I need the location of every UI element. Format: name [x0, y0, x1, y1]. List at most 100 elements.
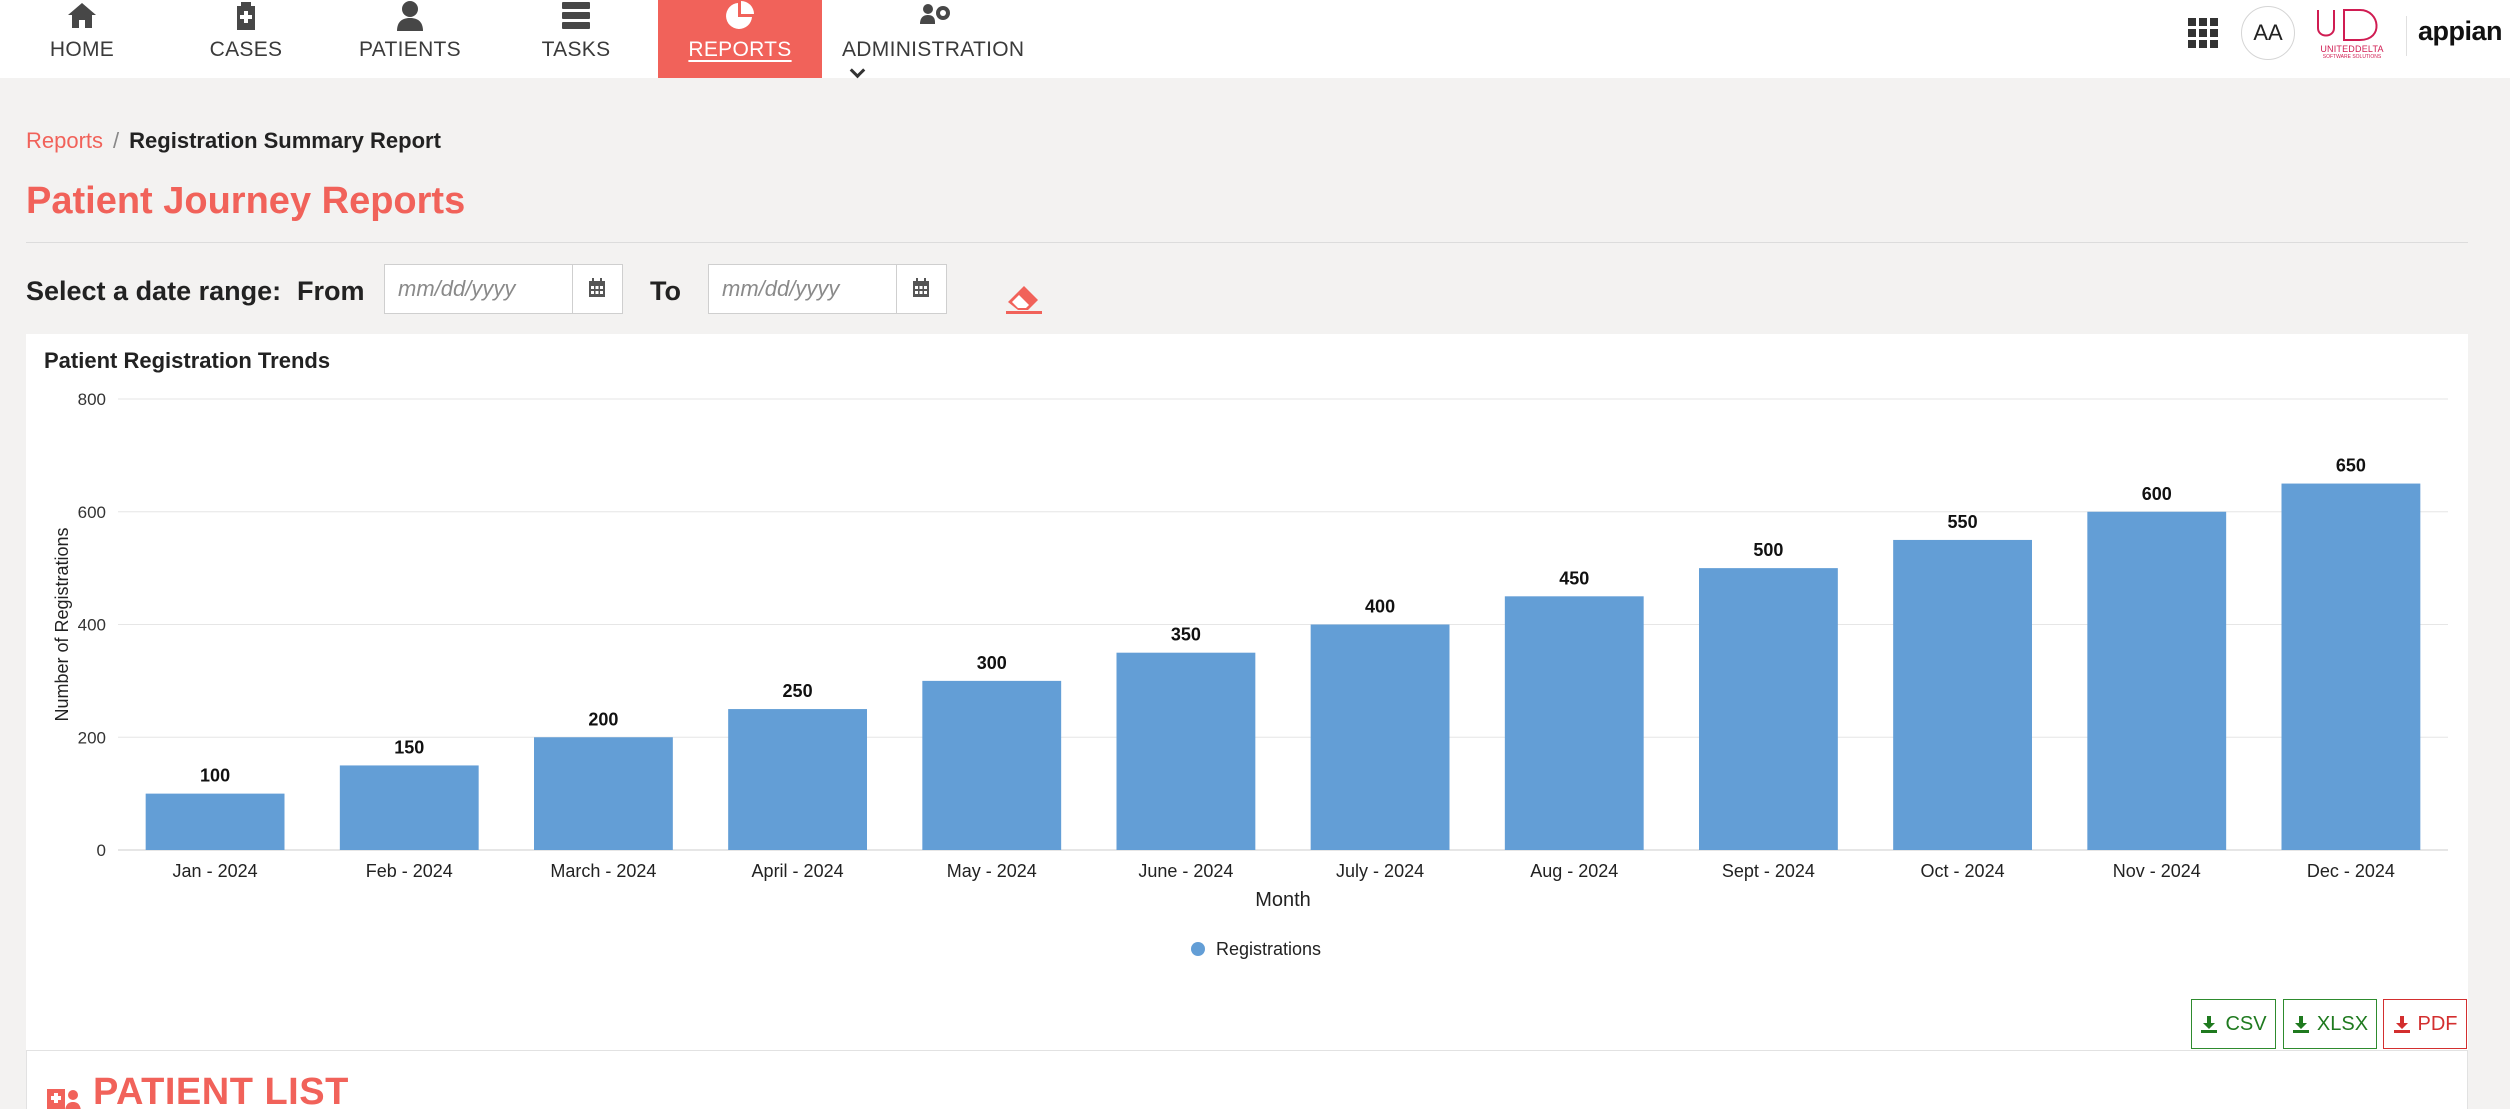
x-tick-label: May - 2024	[947, 861, 1037, 881]
chart-bar	[1699, 568, 1838, 850]
chart-bar	[2087, 511, 2227, 850]
legend-label: Registrations	[1216, 939, 1321, 959]
nav-tab-cases[interactable]: CASES	[164, 0, 328, 78]
nav-tab-label: PATIENTS	[359, 38, 461, 61]
bar-value-label: 600	[2142, 484, 2172, 504]
export-pdf-label: PDF	[2417, 1012, 2458, 1035]
nav-tab-label: TASKS	[541, 38, 611, 61]
chart-bar	[1504, 596, 1644, 850]
x-tick-label: Dec - 2024	[2307, 861, 2395, 881]
x-tick-label: Sept - 2024	[1722, 861, 1815, 881]
chart-title: Patient Registration Trends	[44, 348, 331, 373]
y-tick-label: 200	[78, 728, 106, 747]
y-tick-label: 400	[78, 616, 106, 635]
patient-list-title: PATIENT LIST	[93, 1071, 349, 1109]
export-csv-button[interactable]: CSV	[2191, 999, 2276, 1049]
breadcrumb-separator: /	[113, 128, 120, 153]
export-xlsx-label: XLSX	[2316, 1012, 2369, 1035]
y-axis-title: Number of Registrations	[52, 527, 72, 721]
from-date-input[interactable]	[385, 265, 573, 313]
chart-bar	[728, 709, 867, 850]
hospital-user-icon	[47, 1089, 81, 1109]
x-tick-label: Oct - 2024	[1921, 861, 2005, 881]
to-date-input[interactable]	[709, 265, 897, 313]
to-label: To	[650, 276, 681, 306]
x-tick-label: Feb - 2024	[366, 861, 453, 881]
x-tick-label: Nov - 2024	[2113, 861, 2201, 881]
page-title: Patient Journey Reports	[26, 180, 466, 222]
export-xlsx-button[interactable]: XLSX	[2283, 999, 2377, 1049]
breadcrumb-current: Registration Summary Report	[129, 128, 441, 153]
chart-bar	[145, 793, 285, 850]
export-pdf-button[interactable]: PDF	[2383, 999, 2467, 1049]
breadcrumb: Reports / Registration Summary Report	[26, 128, 441, 154]
chart-bar	[1310, 624, 1450, 850]
x-tick-label: July - 2024	[1336, 861, 1424, 881]
calendar-icon	[589, 278, 605, 297]
x-tick-label: March - 2024	[550, 861, 656, 881]
chart-bar	[534, 737, 673, 850]
appian-logo: appian	[2418, 16, 2503, 46]
logo-divider	[2406, 16, 2407, 56]
chart-card: Patient Registration Trends 0 200 400 600 80…	[26, 334, 2468, 1054]
bar-value-label: 450	[1559, 568, 1589, 588]
breadcrumb-link-reports[interactable]: Reports	[26, 128, 104, 153]
to-date-field	[708, 264, 947, 314]
nav-tab-administration[interactable]: ADMINISTRATION	[824, 0, 1025, 79]
x-tick-label: April - 2024	[752, 861, 844, 881]
chart-bar	[922, 680, 1062, 850]
bar-value-label: 250	[783, 681, 813, 701]
y-tick-label: 600	[78, 503, 106, 522]
top-navigation-bar: HOME CASES PATIENTS TASKS REPORTS ADMINI…	[0, 0, 2510, 79]
nav-tab-label: HOME	[49, 38, 115, 61]
chart-bar	[1116, 652, 1256, 850]
registration-bar-chart: 0 200 400 600 800 Number of Registrations 100 J…	[52, 390, 2448, 959]
y-tick-label: 0	[97, 841, 106, 860]
nav-tab-tasks[interactable]: TASKS	[494, 0, 658, 78]
nav-tab-patients[interactable]: PATIENTS	[328, 0, 492, 78]
uniteddelta-logo-mark	[2317, 9, 2378, 41]
chart-bar	[339, 765, 479, 850]
brand-caption: UNITEDDELTA	[2320, 44, 2384, 54]
nav-tab-home[interactable]: HOME	[0, 0, 164, 78]
x-tick-label: Aug - 2024	[1530, 861, 1618, 881]
export-csv-label: CSV	[2225, 1012, 2267, 1035]
legend-marker	[1191, 942, 1205, 956]
chevron-down-icon	[849, 62, 866, 79]
bar-value-label: 100	[200, 766, 230, 786]
x-axis-title: Month	[1255, 889, 1311, 911]
user-avatar[interactable]: AA	[2241, 6, 2295, 60]
nav-tab-label: CASES	[209, 38, 283, 61]
chart-bar	[1893, 539, 2032, 850]
from-calendar-button[interactable]	[573, 265, 622, 313]
home-icon	[68, 3, 96, 28]
x-tick-label: Jan - 2024	[173, 861, 258, 881]
bar-value-label: 550	[1948, 512, 1978, 532]
to-calendar-button[interactable]	[897, 265, 946, 313]
bar-value-label: 150	[394, 737, 424, 757]
from-label: From	[297, 276, 365, 306]
bar-value-label: 500	[1753, 540, 1783, 560]
title-divider	[26, 242, 2468, 243]
patient-list-card: PATIENT LIST	[26, 1050, 2468, 1109]
download-icon	[2201, 1016, 2218, 1033]
brand-subcaption: SOFTWARE SOLUTIONS	[2322, 54, 2382, 60]
chart-bar	[2281, 483, 2421, 850]
medical-clipboard-icon	[237, 2, 255, 30]
calendar-icon	[913, 278, 929, 297]
bar-value-label: 200	[588, 709, 618, 729]
uniteddelta-logo: UNITEDDELTA SOFTWARE SOLUTIONS	[2310, 6, 2394, 62]
tasks-icon	[562, 2, 590, 29]
date-range-label: Select a date range:	[26, 276, 282, 306]
x-tick-label: June - 2024	[1138, 861, 1233, 881]
user-icon	[397, 1, 423, 31]
download-icon	[2393, 1016, 2410, 1033]
download-icon	[2292, 1016, 2309, 1033]
nav-tab-reports[interactable]: REPORTS	[658, 0, 822, 78]
bar-value-label: 400	[1365, 597, 1395, 617]
users-cog-icon	[920, 4, 950, 24]
nav-tab-label: ADMINISTRATION	[842, 38, 1025, 61]
pie-chart-icon	[726, 1, 754, 29]
eraser-icon[interactable]	[1004, 280, 1048, 316]
app-grid-icon[interactable]	[2188, 18, 2218, 48]
